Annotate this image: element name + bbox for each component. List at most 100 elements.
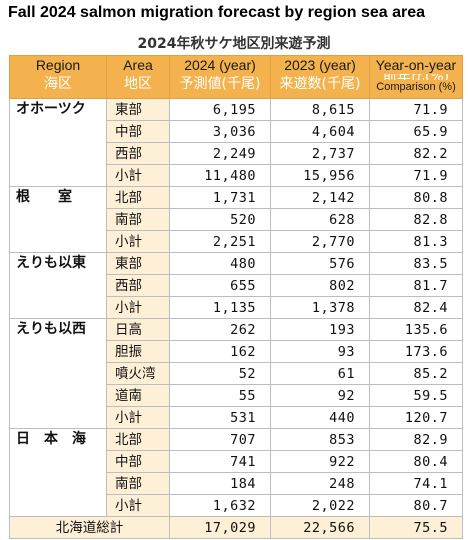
- table-row: 日 本 海北部 707 853 82.9: [9, 428, 463, 517]
- area-cell: 西部: [106, 274, 170, 297]
- value-2024-cell: 1,135: [169, 296, 271, 319]
- yoy-cell: 82.2: [369, 142, 463, 165]
- yoy-cell: 81.7: [369, 274, 463, 297]
- area-cell: 小計: [106, 406, 170, 429]
- yoy-cell: 120.7: [369, 406, 463, 429]
- area-cell: 小計: [106, 164, 170, 187]
- value-2024-cell: 162: [169, 340, 271, 363]
- value-2023-cell: 853: [270, 428, 370, 451]
- value-2023-cell: 440: [270, 406, 370, 429]
- value-2023-cell: 2,737: [270, 142, 370, 165]
- table-row: 西部 2,249 2,737 82.2: [10, 142, 463, 165]
- value-2024-cell: 55: [169, 384, 271, 407]
- yoy-cell: 80.8: [369, 186, 463, 209]
- table-row: 中部 741 922 80.4: [10, 450, 463, 473]
- value-2024-cell: 6,195: [169, 98, 271, 121]
- japanese-title: 2024年秋サケ地区別来遊予測: [137, 36, 331, 52]
- region-cell: オホーツク: [9, 98, 107, 187]
- yoy-cell: 80.4: [369, 450, 463, 473]
- yoy-cell: 80.7: [369, 494, 463, 517]
- header-yoy: Year-on-year 前年比(%) Comparison (%): [369, 55, 463, 99]
- table-row: えりも以東 東部 480 576 83.5: [9, 252, 463, 319]
- total-row: 北海道総計 17,029 22,566 75.5: [9, 516, 463, 539]
- subtotal-row: 小計 1,632 2,022 80.7: [10, 494, 463, 517]
- area-cell: 小計: [106, 494, 170, 517]
- area-cell: 小計: [106, 296, 170, 319]
- header-yoy-jp: 前年比(%): [371, 74, 462, 80]
- value-2024-cell: 531: [169, 406, 271, 429]
- value-2024-cell: 184: [169, 472, 271, 495]
- area-cell: 東部: [106, 252, 170, 275]
- value-2023-cell: 576: [270, 252, 370, 275]
- region-cell: 日 本 海: [9, 428, 107, 517]
- area-cell: 東部: [106, 98, 170, 121]
- forecast-table: Region 海区 Area 地区 2024 (year) 予測値(千尾) 20…: [9, 55, 463, 539]
- yoy-cell: 82.4: [369, 296, 463, 319]
- yoy-cell: 81.3: [369, 230, 463, 253]
- value-2024-cell: 3,036: [169, 120, 271, 143]
- header-2023-en: 2023 (year): [284, 57, 356, 73]
- area-cell: 北部: [106, 186, 170, 209]
- area-cell: 噴火湾: [106, 362, 170, 385]
- header-region-en: Region: [35, 57, 81, 73]
- header-yoy-sub: Comparison (%): [376, 81, 456, 93]
- area-cell: 中部: [106, 120, 170, 143]
- value-2024-cell: 480: [169, 252, 271, 275]
- region-cell: えりも以東: [9, 252, 107, 319]
- area-cell: 胆振: [106, 340, 170, 363]
- region-cell: えりも以西: [9, 318, 107, 429]
- value-2023-cell: 922: [270, 450, 370, 473]
- area-cell: 南部: [106, 208, 170, 231]
- header-region-jp: 海区: [44, 76, 72, 92]
- table-row: オホーツク 東部 6,195 8,615 71.9: [9, 98, 463, 187]
- header-area: Area 地区: [106, 55, 170, 99]
- value-2023-cell: 2,142: [270, 186, 370, 209]
- table-row: えりも以西 日高 262 193 135.6: [9, 318, 463, 429]
- value-2023-cell: 628: [270, 208, 370, 231]
- value-2023-cell: 4,604: [270, 120, 370, 143]
- header-2023-jp: 来遊数(千尾): [279, 76, 361, 92]
- area-cell: 中部: [106, 450, 170, 473]
- area-cell: 北部: [106, 428, 170, 451]
- yoy-cell: 135.6: [369, 318, 463, 341]
- yoy-cell: 71.9: [369, 164, 463, 187]
- yoy-cell: 65.9: [369, 120, 463, 143]
- header-region: Region 海区: [9, 55, 107, 99]
- value-2023-cell: 2,022: [270, 494, 370, 517]
- value-2024-cell: 741: [169, 450, 271, 473]
- table-body: オホーツク 東部 6,195 8,615 71.9 中部 3,036 4,604 65.9 西部 2…: [9, 98, 463, 539]
- yoy-cell: 59.5: [369, 384, 463, 407]
- yoy-cell: 173.6: [369, 340, 463, 363]
- value-2023-cell: 193: [270, 318, 370, 341]
- table-row: 道南 55 92 59.5: [10, 384, 463, 407]
- subtotal-row: 小計 2,251 2,770 81.3: [10, 230, 463, 253]
- value-2024-cell: 2,251: [169, 230, 271, 253]
- header-2023: 2023 (year) 来遊数(千尾): [270, 55, 370, 99]
- value-2023-cell: 15,956: [270, 164, 370, 187]
- header-area-en: Area: [123, 57, 153, 73]
- region-cell: 根 室: [9, 186, 107, 253]
- subtotal-row: 小計 531 440 120.7: [10, 406, 463, 429]
- table-row: 南部 520 628 82.8: [10, 208, 463, 231]
- header-2024: 2024 (year) 予測値(千尾): [169, 55, 271, 99]
- total-2024-cell: 17,029: [169, 516, 271, 539]
- area-cell: 南部: [106, 472, 170, 495]
- area-cell: 道南: [106, 384, 170, 407]
- header-2024-jp: 予測値(千尾): [179, 76, 261, 92]
- header-area-jp: 地区: [124, 76, 152, 92]
- table-row: 根 室北部 1,731 2,142 80.8: [9, 186, 463, 253]
- value-2023-cell: 2,770: [270, 230, 370, 253]
- value-2024-cell: 1,731: [169, 186, 271, 209]
- yoy-cell: 71.9: [369, 98, 463, 121]
- value-2023-cell: 61: [270, 362, 370, 385]
- value-2023-cell: 93: [270, 340, 370, 363]
- yoy-cell: 74.1: [369, 472, 463, 495]
- table-row: 西部 655 802 81.7: [10, 274, 463, 297]
- subtotal-row: 小計 1,135 1,378 82.4: [10, 296, 463, 319]
- value-2024-cell: 520: [169, 208, 271, 231]
- table-row: 噴火湾 52 61 85.2: [10, 362, 463, 385]
- value-2024-cell: 2,249: [169, 142, 271, 165]
- value-2023-cell: 802: [270, 274, 370, 297]
- total-label: 北海道総計: [9, 516, 170, 539]
